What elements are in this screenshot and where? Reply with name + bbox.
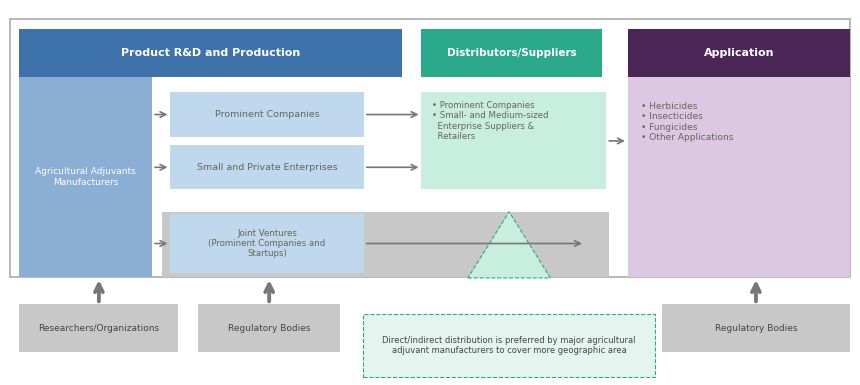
- Polygon shape: [468, 212, 550, 278]
- Bar: [170, 92, 364, 137]
- Bar: [170, 214, 364, 273]
- Text: Application: Application: [703, 48, 774, 58]
- Text: Small and Private Enterprises: Small and Private Enterprises: [197, 163, 337, 172]
- Bar: [19, 304, 178, 352]
- Bar: [421, 92, 606, 189]
- Text: Agricultural Adjuvants
Manufacturers: Agricultural Adjuvants Manufacturers: [35, 167, 136, 187]
- Text: Joint Ventures
(Prominent Companies and
Startups): Joint Ventures (Prominent Companies and …: [208, 229, 326, 258]
- Bar: [19, 77, 152, 277]
- Text: Prominent Companies: Prominent Companies: [215, 110, 319, 119]
- Bar: [19, 29, 402, 77]
- Text: Distributors/Suppliers: Distributors/Suppliers: [447, 48, 576, 58]
- Text: • Prominent Companies
• Small- and Medium-sized
  Enterprise Suppliers &
  Retai: • Prominent Companies • Small- and Mediu…: [432, 101, 548, 141]
- Bar: [198, 304, 340, 352]
- Bar: [170, 145, 364, 189]
- Text: Product R&D and Production: Product R&D and Production: [120, 48, 300, 58]
- Bar: [628, 29, 850, 77]
- Text: Regulatory Bodies: Regulatory Bodies: [228, 324, 310, 333]
- Bar: [363, 314, 655, 377]
- Bar: [662, 304, 850, 352]
- Text: Researchers/Organizations: Researchers/Organizations: [38, 324, 159, 333]
- Bar: [162, 212, 609, 277]
- Text: • Herbicides
• Insecticides
• Fungicides
• Other Applications: • Herbicides • Insecticides • Fungicides…: [641, 102, 733, 142]
- Text: Direct/indirect distribution is preferred by major agricultural
adjuvant manufac: Direct/indirect distribution is preferre…: [383, 336, 636, 355]
- Bar: [10, 19, 850, 277]
- Bar: [628, 77, 850, 277]
- Text: Regulatory Bodies: Regulatory Bodies: [715, 324, 797, 333]
- Bar: [421, 29, 602, 77]
